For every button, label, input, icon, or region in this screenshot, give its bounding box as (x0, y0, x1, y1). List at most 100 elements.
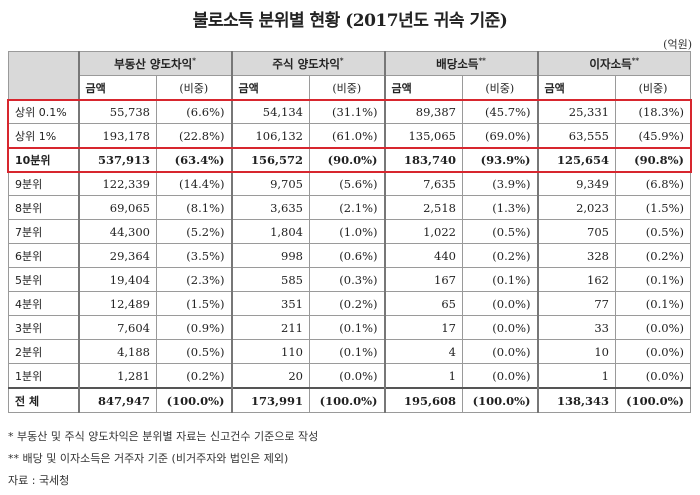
source-note: 자료 : 국세청 (8, 474, 70, 487)
row-label: 8분위 (8, 195, 79, 220)
row-label: 4분위 (8, 291, 79, 316)
amount-cell: 156,572 (230, 147, 310, 172)
row-label: 6분위 (8, 243, 79, 268)
row-label: 9분위 (8, 171, 79, 196)
footnotes: * 부동산 및 주식 양도차익은 분위별 자료는 신고건수 기준으로 작성 **… (8, 426, 318, 492)
share-cell: (0.0%) (462, 339, 538, 364)
share-header: (비중) (462, 75, 538, 100)
table-row: 3분위 7,604 (0.9%) 211 (0.1%) 17 (0.0%) 33 (0.0%) (8, 315, 691, 340)
share-cell: (100.0%) (309, 387, 385, 413)
share-cell: (0.1%) (309, 315, 385, 340)
share-cell: (100.0%) (462, 387, 538, 413)
share-cell: (0.3%) (309, 267, 385, 292)
row-label: 전 체 (8, 387, 79, 413)
amount-cell: 17 (383, 315, 463, 340)
row-label: 1분위 (8, 363, 79, 389)
amount-cell: 705 (536, 219, 616, 244)
amount-cell: 138,343 (536, 387, 616, 413)
amount-cell: 63,555 (536, 123, 616, 148)
share-cell: (0.1%) (462, 267, 538, 292)
table-row: 1분위 1,281 (0.2%) 20 (0.0%) 1 (0.0%) 1 (0.0%) (8, 363, 691, 389)
amount-cell: 193,178 (77, 123, 157, 148)
share-cell: (69.0%) (462, 123, 538, 148)
amount-cell: 183,740 (383, 147, 463, 172)
amount-cell: 2,518 (383, 195, 463, 220)
share-cell: (0.5%) (462, 219, 538, 244)
share-header: (비중) (156, 75, 232, 100)
amount-cell: 10 (536, 339, 616, 364)
share-cell: (90.8%) (615, 147, 691, 172)
amount-cell: 7,604 (77, 315, 157, 340)
group-header-real-estate: 부동산 양도차익* (77, 51, 232, 76)
share-cell: (0.2%) (615, 243, 691, 268)
share-cell: (90.0%) (309, 147, 385, 172)
row-label: 10분위 (8, 147, 79, 172)
amount-cell: 110 (230, 339, 310, 364)
share-cell: (45.7%) (462, 99, 538, 124)
amount-cell: 7,635 (383, 171, 463, 196)
table-row: 2분위 4,188 (0.5%) 110 (0.1%) 4 (0.0%) 10 (0.0%) (8, 339, 691, 364)
share-cell: (1.3%) (462, 195, 538, 220)
table-row: 상위 0.1% 55,738 (6.6%) 54,134 (31.1%) 89,387 (4… (8, 99, 691, 124)
share-cell: (0.0%) (462, 291, 538, 316)
amount-cell: 1 (536, 363, 616, 389)
share-cell: (1.5%) (615, 195, 691, 220)
amount-cell: 1,022 (383, 219, 463, 244)
amount-cell: 351 (230, 291, 310, 316)
share-cell: (63.4%) (156, 147, 232, 172)
amount-cell: 77 (536, 291, 616, 316)
share-cell: (1.5%) (156, 291, 232, 316)
table-row: 6분위 29,364 (3.5%) 998 (0.6%) 440 (0.2%) 328 (0.2… (8, 243, 691, 268)
share-cell: (0.9%) (156, 315, 232, 340)
amount-header: 금액 (230, 75, 310, 100)
amount-cell: 328 (536, 243, 616, 268)
amount-cell: 847,947 (77, 387, 157, 413)
amount-cell: 440 (383, 243, 463, 268)
amount-cell: 106,132 (230, 123, 310, 148)
share-cell: (0.2%) (462, 243, 538, 268)
table-row-total: 전 체 847,947 (100.0%) 173,991 (100.0%) 195,608… (8, 387, 691, 413)
table-row: 9분위 122,339 (14.4%) 9,705 (5.6%) 7,635 (3.9%) 9… (8, 171, 691, 196)
amount-cell: 125,654 (536, 147, 616, 172)
share-cell: (0.0%) (462, 315, 538, 340)
group-header-row: 부동산 양도차익* 주식 양도차익* 배당소득** 이자소득** (8, 51, 691, 100)
unit-label: (억원) (663, 38, 692, 51)
amount-cell: 1 (383, 363, 463, 389)
amount-cell: 1,804 (230, 219, 310, 244)
group-header-dividends: 배당소득** (383, 51, 538, 76)
share-cell: (5.2%) (156, 219, 232, 244)
amount-cell: 65 (383, 291, 463, 316)
amount-cell: 1,281 (77, 363, 157, 389)
share-header: (비중) (309, 75, 385, 100)
share-cell: (0.1%) (309, 339, 385, 364)
share-cell: (8.1%) (156, 195, 232, 220)
amount-cell: 135,065 (383, 123, 463, 148)
amount-cell: 3,635 (230, 195, 310, 220)
amount-cell: 122,339 (77, 171, 157, 196)
share-cell: (0.0%) (615, 315, 691, 340)
amount-cell: 9,349 (536, 171, 616, 196)
share-cell: (61.0%) (309, 123, 385, 148)
amount-cell: 4 (383, 339, 463, 364)
share-cell: (5.6%) (309, 171, 385, 196)
share-cell: (0.0%) (309, 363, 385, 389)
share-cell: (0.5%) (615, 219, 691, 244)
table-row: 7분위 44,300 (5.2%) 1,804 (1.0%) 1,022 (0.5%) 705… (8, 219, 691, 244)
amount-cell: 54,134 (230, 99, 310, 124)
amount-header: 금액 (383, 75, 463, 100)
share-cell: (0.5%) (156, 339, 232, 364)
group-header-interest: 이자소득** (536, 51, 691, 76)
share-cell: (45.9%) (615, 123, 691, 148)
amount-cell: 162 (536, 267, 616, 292)
table-row: 5분위 19,404 (2.3%) 585 (0.3%) 167 (0.1%) 162 (0.1… (8, 267, 691, 292)
amount-cell: 29,364 (77, 243, 157, 268)
share-cell: (0.0%) (615, 339, 691, 364)
amount-cell: 998 (230, 243, 310, 268)
row-label: 7분위 (8, 219, 79, 244)
amount-header: 금액 (77, 75, 157, 100)
row-label: 5분위 (8, 267, 79, 292)
corner-cell (8, 51, 79, 100)
amount-cell: 4,188 (77, 339, 157, 364)
amount-cell: 167 (383, 267, 463, 292)
amount-cell: 19,404 (77, 267, 157, 292)
